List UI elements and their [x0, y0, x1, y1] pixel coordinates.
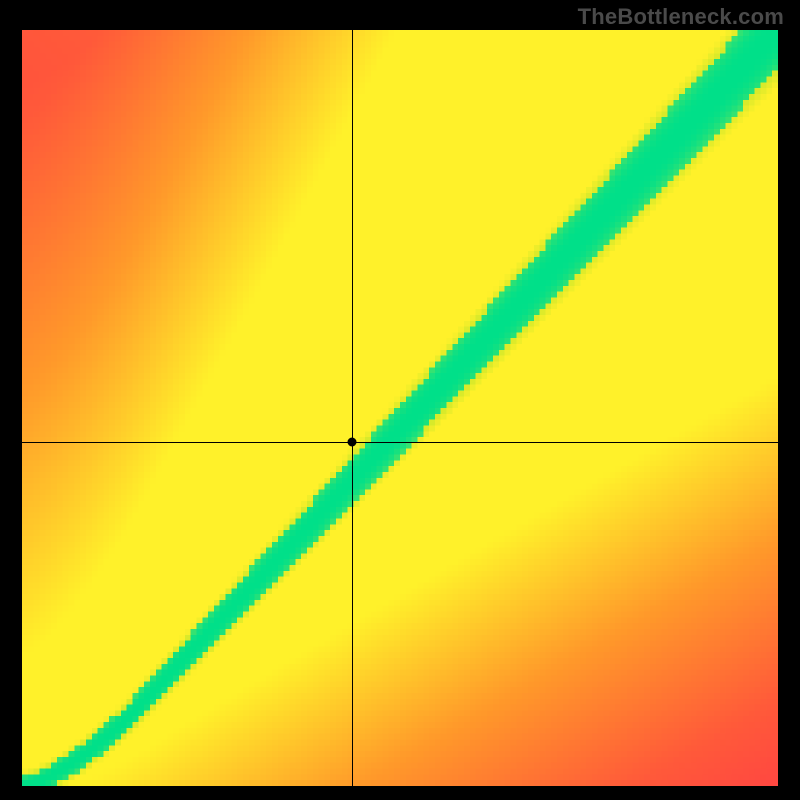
crosshair-vertical: [352, 30, 353, 786]
crosshair-horizontal: [22, 442, 778, 443]
crosshair-marker: [348, 438, 357, 447]
chart-container: TheBottleneck.com: [0, 0, 800, 800]
watermark-text: TheBottleneck.com: [578, 4, 784, 30]
heatmap-canvas: [22, 30, 778, 786]
